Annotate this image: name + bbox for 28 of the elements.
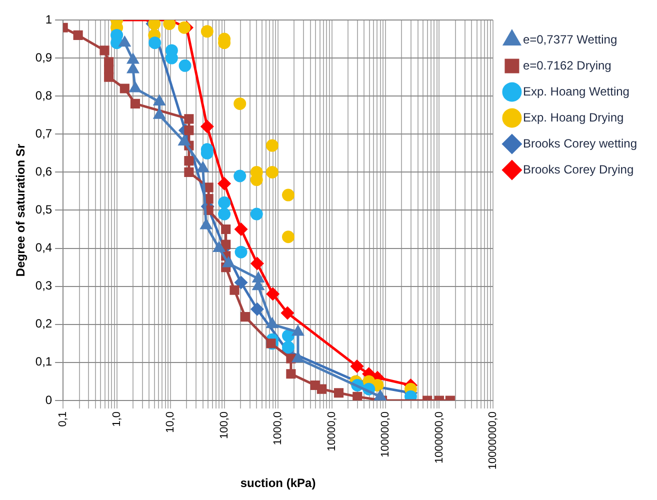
x-tick-label: 1,0 xyxy=(110,411,123,427)
legend-label: e=0,7377 Wetting xyxy=(522,32,618,46)
y-tick-label: 0,4 xyxy=(35,240,52,255)
x-tick-label: 10000,0 xyxy=(326,411,338,452)
y-tick-label: 0,5 xyxy=(35,202,52,217)
x-tick-label: 100,0 xyxy=(218,411,230,440)
y-tick-label: 1 xyxy=(45,12,52,26)
y-axis-title: Degree of saturation Sr xyxy=(14,144,28,277)
y-tick-label: 0,1 xyxy=(35,354,52,369)
x-tick-label: 1000,0 xyxy=(272,411,284,446)
legend-label: Brooks Corey wetting xyxy=(522,136,637,150)
y-tick-label: 0,2 xyxy=(35,316,52,331)
x-tick-label: 100000,0 xyxy=(380,411,392,458)
y-tick-label: 0,9 xyxy=(35,50,52,64)
legend-label: Brooks Corey Drying xyxy=(522,162,634,176)
y-tick-label: 0,7 xyxy=(35,126,52,140)
y-tick-label: 0,6 xyxy=(35,164,52,179)
legend-label: Exp. Hoang Wetting xyxy=(522,84,630,98)
x-axis-title: suction (kPa) xyxy=(240,476,316,490)
x-tick-label: 1000000,0 xyxy=(433,411,446,464)
x-tick-label: 0,1 xyxy=(57,411,70,427)
y-tick-label: 0,3 xyxy=(35,278,52,293)
legend-label: e=0.7162 Drying xyxy=(522,58,612,72)
x-tick-label: 10000000,0 xyxy=(486,411,499,470)
x-tick-label: 10,0 xyxy=(164,411,177,433)
legend-label: Exp. Hoang Drying xyxy=(522,110,624,124)
y-tick-label: 0,8 xyxy=(35,88,52,102)
y-tick-label: 0 xyxy=(45,392,52,407)
